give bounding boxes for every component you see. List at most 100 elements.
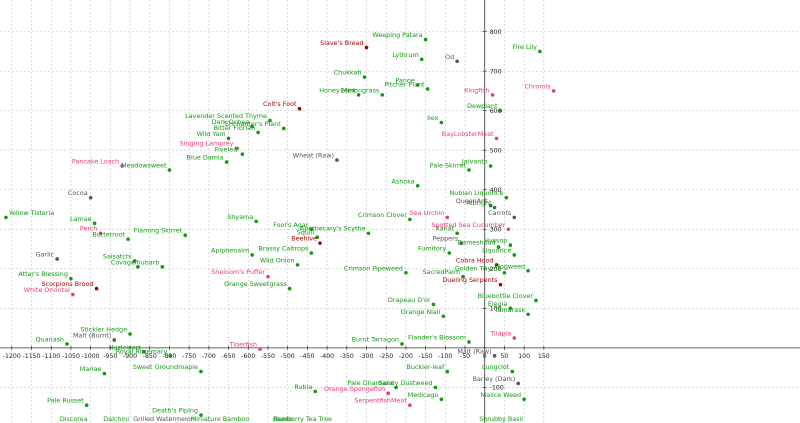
point-marker (250, 253, 255, 257)
point-marker (366, 231, 371, 236)
point-label: Jaivanto (461, 158, 488, 166)
data-point: Lavender Scented Thyme (185, 112, 272, 123)
point-label: Blue Damia (187, 154, 224, 162)
data-point: Attar's Blessing (18, 270, 73, 281)
y-tick-label: 300 (490, 226, 502, 233)
point-marker (55, 257, 59, 261)
point-marker (506, 227, 511, 232)
point-label: Elegia (488, 300, 508, 308)
data-point: Nubian Liquorice (450, 189, 509, 200)
point-marker (168, 353, 173, 358)
point-label: Wild Onion (260, 256, 295, 264)
y-tick-label: -100 (490, 385, 504, 392)
point-label: Chromis (524, 82, 551, 90)
x-tick-label: 50 (500, 353, 508, 360)
data-point: Honey Mint (319, 86, 361, 97)
point-label: Stickler Hedge (80, 326, 127, 334)
point-label: Fire Lily (513, 43, 538, 51)
point-label: Cobra Hood (456, 256, 494, 264)
data-point: Butterroot (92, 231, 130, 241)
point-label: Apiphenalm (211, 246, 249, 254)
point-marker (431, 302, 436, 307)
data-point: Brassy Caltrops (258, 245, 314, 255)
point-label: Lemongrass (340, 86, 379, 94)
point-label: Orange Niali (401, 308, 441, 316)
point-marker (309, 227, 314, 232)
point-marker (226, 136, 231, 141)
data-point: Sheloom's Puffer (211, 268, 270, 279)
point-label: Sheloom's Puffer (211, 268, 265, 276)
data-point: Death's Piping (152, 407, 203, 417)
point-label: BayLobsterMeat (442, 130, 494, 138)
point-label: Covage (111, 258, 135, 266)
data-point: Salsatchi (103, 252, 137, 263)
y-tick-label: 500 (490, 147, 502, 154)
data-point: Bluebottle Clover (478, 292, 538, 303)
data-point: Pale Russet (47, 397, 89, 408)
point-marker (234, 146, 239, 151)
x-tick-label: -650 (222, 353, 236, 360)
point-marker (447, 251, 452, 255)
data-points: Yellow Tisteria Quanash Garlic Attar's Bles… (4, 31, 556, 423)
point-label: Apothecary's Scythe (300, 225, 366, 233)
x-tick-label: -400 (320, 353, 334, 360)
data-point: Quanash (36, 335, 69, 346)
point-marker (128, 332, 132, 336)
data-point: Lungclot (482, 363, 515, 374)
x-tick-label: -150 (419, 353, 433, 360)
data-point: Barley (Dark) (473, 375, 521, 386)
point-label: Blueberry Tea Tree (273, 415, 332, 423)
point-label: Tamarask (494, 306, 526, 314)
data-point: Carrots (488, 209, 517, 220)
point-label: Carrots (488, 209, 512, 217)
point-label: Kingfish (464, 86, 489, 94)
data-point: Malt (Burnt) (73, 331, 117, 342)
data-point: Orange Spongefish (324, 385, 390, 396)
point-label: Medicago (408, 391, 439, 399)
point-label: Dueling Serpents (442, 276, 498, 284)
point-marker (423, 37, 428, 42)
data-point: Chromis (524, 82, 556, 93)
data-point: Flander's Blossom (408, 333, 471, 344)
point-label: Royal Rosemary (116, 347, 168, 355)
point-label: Beehive (291, 235, 317, 243)
point-marker (199, 369, 203, 374)
point-label: Bluebottle Clover (478, 292, 534, 300)
point-label: Meadowsweet (121, 161, 167, 169)
data-point: Ilex (427, 114, 444, 125)
point-marker (538, 49, 542, 54)
point-marker (313, 389, 318, 394)
point-marker (502, 270, 507, 275)
y-tick-label: 400 (490, 187, 502, 194)
data-point: Garlic (36, 250, 59, 261)
data-point: Enchanter's Plant (225, 120, 286, 131)
point-label: Albright (466, 199, 492, 207)
data-point: Sandy Dustweed (379, 379, 438, 390)
x-tick-label: 0 (483, 353, 487, 360)
point-marker (445, 369, 450, 374)
point-marker (408, 217, 412, 222)
point-label: Lamae (70, 215, 92, 223)
point-marker (508, 306, 513, 311)
point-marker (224, 160, 229, 164)
data-point: Malt (Raw) (457, 347, 497, 358)
point-marker (404, 270, 408, 275)
point-label: Discorea (60, 415, 88, 423)
data-point: Sweet Groundmaple (133, 363, 203, 374)
point-label: Sea Urchin (410, 209, 445, 217)
x-tick-label: -250 (379, 353, 393, 360)
data-point: Drapeau D'or (388, 296, 436, 307)
data-point: Pale Dhamasa (348, 379, 398, 390)
point-marker (526, 312, 530, 317)
point-label: Sweet Groundmaple (133, 363, 198, 371)
point-marker (132, 259, 137, 263)
point-marker (415, 184, 420, 188)
point-marker (281, 126, 286, 131)
point-label: Fool's Agar (273, 221, 309, 229)
data-point: Hazlewort (109, 343, 146, 354)
point-marker (268, 118, 272, 123)
x-tick-label: 100 (518, 353, 530, 360)
point-marker (439, 120, 444, 125)
data-point: Royal Rosemary (116, 347, 173, 358)
